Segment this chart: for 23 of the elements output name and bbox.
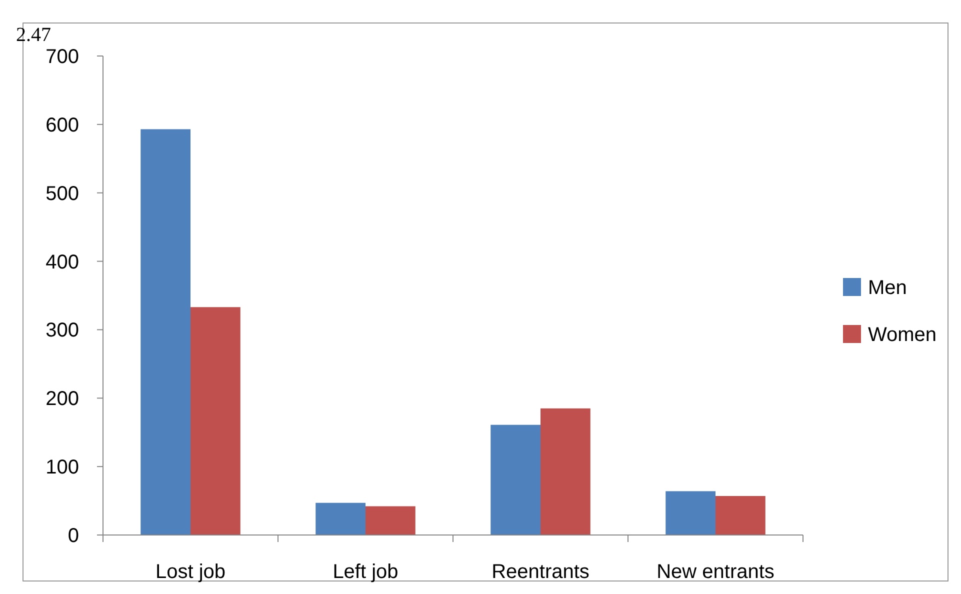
x-tick-label: Left job xyxy=(332,561,398,583)
text: 2.47 xyxy=(16,24,51,46)
x-tick-label: Reentrants xyxy=(492,561,590,583)
bar xyxy=(540,408,590,535)
y-tick-label: 100 xyxy=(46,456,79,479)
y-tick-label: 600 xyxy=(46,114,79,136)
legend-label: Men xyxy=(868,277,907,299)
bar xyxy=(190,307,240,535)
y-tick-label: 200 xyxy=(46,388,79,410)
y-tick-label: 700 xyxy=(46,46,79,68)
bar xyxy=(140,129,190,535)
bar xyxy=(716,496,766,535)
bar xyxy=(490,424,540,535)
bar xyxy=(366,506,416,535)
x-tick-label: New entrants xyxy=(656,561,774,583)
y-tick-label: 0 xyxy=(68,525,79,547)
y-tick-label: 500 xyxy=(46,182,79,205)
bar xyxy=(666,491,716,535)
bar xyxy=(316,502,366,535)
legend-label: Women xyxy=(868,324,937,346)
y-tick-label: 400 xyxy=(46,251,79,274)
x-tick-label: Lost job xyxy=(155,561,226,583)
y-tick-label: 300 xyxy=(46,320,79,342)
